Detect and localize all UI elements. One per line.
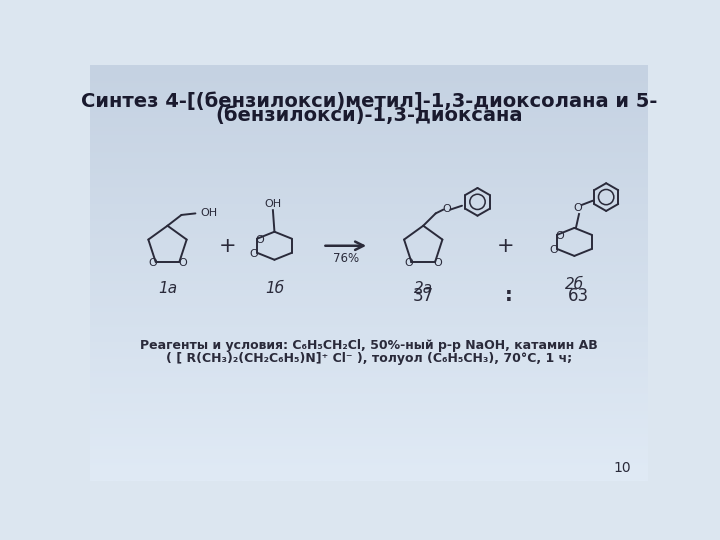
- Text: OH: OH: [264, 199, 282, 209]
- Text: 37: 37: [413, 287, 434, 305]
- Text: O: O: [178, 259, 186, 268]
- Text: Синтез 4-[(бензилокси)метил]-1,3-диоксолана и 5-: Синтез 4-[(бензилокси)метил]-1,3-диоксол…: [81, 92, 657, 111]
- Text: 1а: 1а: [158, 281, 177, 295]
- Text: O: O: [573, 203, 582, 213]
- Text: O: O: [434, 259, 443, 268]
- Text: O: O: [250, 248, 258, 259]
- Text: :: :: [505, 286, 513, 305]
- Text: 10: 10: [613, 461, 631, 475]
- Text: O: O: [442, 204, 451, 214]
- Text: 1б: 1б: [265, 281, 284, 295]
- Text: OH: OH: [200, 208, 217, 218]
- Text: (бензилокси)-1,3-диоксана: (бензилокси)-1,3-диоксана: [215, 106, 523, 125]
- Text: O: O: [549, 245, 558, 255]
- Text: O: O: [556, 231, 564, 241]
- Text: 63: 63: [567, 287, 589, 305]
- Text: ( [ R(CH₃)₂(CH₂C₆H₅)N]⁺ Cl⁻ ), толуол (C₆H₅CH₃), 70°C, 1 ч;: ( [ R(CH₃)₂(CH₂C₆H₅)N]⁺ Cl⁻ ), толуол (C…: [166, 353, 572, 366]
- Text: 2а: 2а: [414, 281, 433, 295]
- Text: +: +: [497, 236, 514, 256]
- Text: O: O: [404, 259, 413, 268]
- Text: +: +: [219, 236, 237, 256]
- Text: 76%: 76%: [333, 252, 359, 265]
- Text: O: O: [256, 234, 264, 245]
- Text: 2б: 2б: [564, 276, 584, 292]
- Text: Реагенты и условия: C₆H₅CH₂Cl, 50%-ный р-р NaOH, катамин АВ: Реагенты и условия: C₆H₅CH₂Cl, 50%-ный р…: [140, 339, 598, 353]
- Text: O: O: [148, 259, 157, 268]
